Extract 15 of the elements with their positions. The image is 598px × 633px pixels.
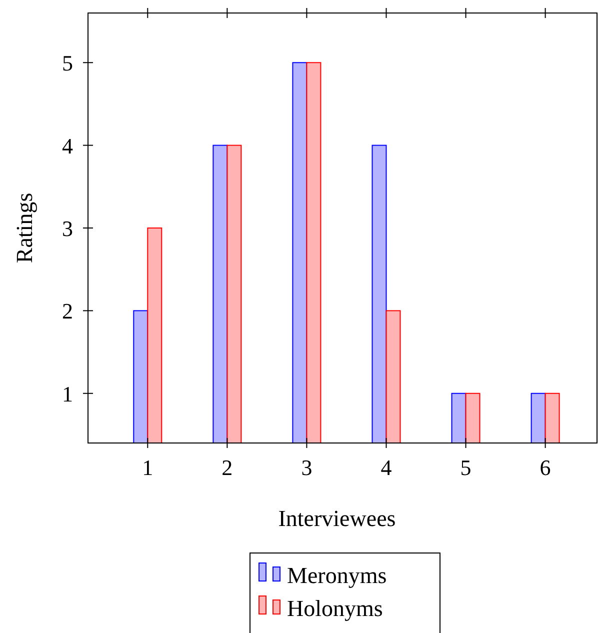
y-tick-label: 2 <box>62 298 73 324</box>
x-tick-label: 6 <box>540 455 551 480</box>
x-tick-label: 4 <box>380 455 392 480</box>
legend-label: Holonyms <box>287 596 383 621</box>
y-tick-label: 3 <box>62 216 73 241</box>
x-tick-label: 5 <box>460 455 472 480</box>
legend-label: Meronyms <box>287 563 387 588</box>
x-tick-label: 2 <box>222 455 233 480</box>
y-tick-label: 5 <box>62 50 73 76</box>
y-tick-label: 4 <box>62 133 73 158</box>
x-tick-label: 1 <box>142 455 154 480</box>
x-tick-label: 3 <box>301 455 312 480</box>
y-tick-label: 1 <box>62 381 73 406</box>
x-axis-title: Interviewees <box>278 506 396 531</box>
y-axis-title: Ratings <box>12 192 37 264</box>
